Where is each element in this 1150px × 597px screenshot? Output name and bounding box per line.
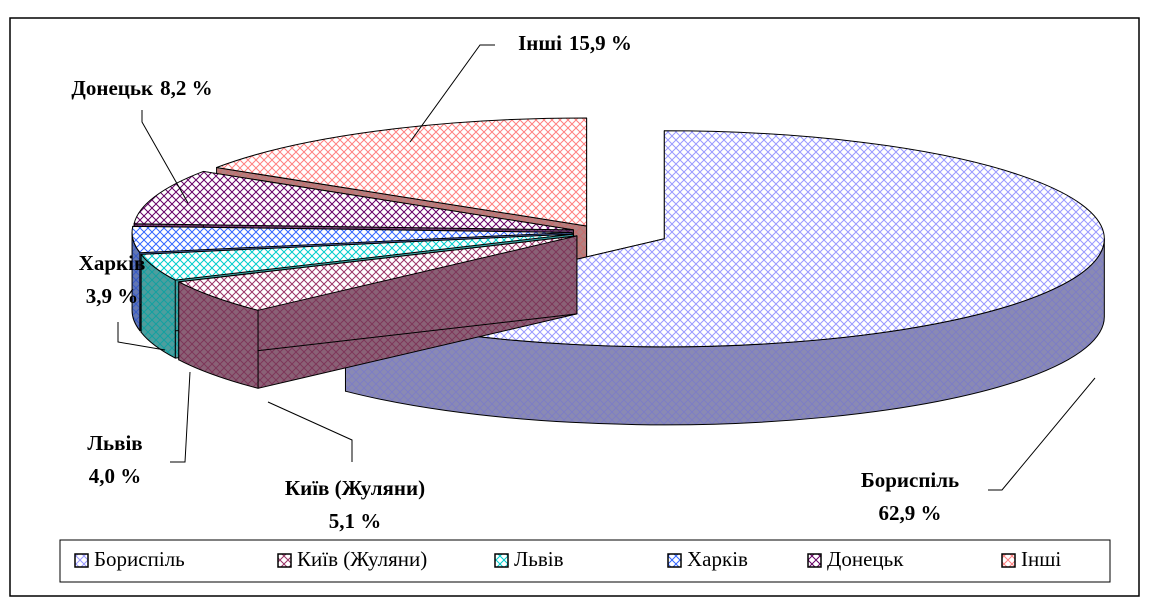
legend-swatch	[807, 553, 822, 568]
label-value: 5,1 %	[329, 509, 382, 533]
legend-swatch	[667, 553, 682, 568]
leader-line	[141, 110, 189, 204]
legend-label: Інші	[1021, 547, 1061, 571]
label-category: Інші	[518, 31, 562, 55]
data-label: Харків 3,9 %	[79, 251, 146, 308]
legend-label: Харків	[687, 547, 748, 571]
legend-swatch	[494, 553, 509, 568]
label-category: Харків	[79, 251, 146, 275]
label-category: Київ (Жуляни)	[285, 476, 425, 500]
data-labels: Бориспіль 62,9 % Київ (Жуляни) 5,1 % Львів 4,…	[71, 31, 1096, 533]
legend-swatch	[277, 553, 292, 568]
label-value: 3,9 %	[86, 284, 139, 308]
leader-line	[988, 377, 1096, 491]
legend-label: Донецьк	[827, 547, 904, 571]
data-label: Інші 15,9 %	[518, 31, 632, 55]
slice-top	[178, 235, 578, 311]
label-value: 62,9 %	[879, 501, 942, 525]
data-label: Бориспіль 62,9 %	[861, 468, 959, 525]
legend-swatch	[74, 553, 89, 568]
label-category: Львів	[87, 431, 142, 455]
label-value: 15,9 %	[569, 31, 632, 55]
leader-line	[267, 401, 353, 462]
label-value: 8,2 %	[160, 76, 213, 100]
label-value: 4,0 %	[89, 464, 142, 488]
data-label: Донецьк8,2 %	[71, 76, 212, 100]
data-label: Київ (Жуляни) 5,1 %	[285, 476, 425, 533]
slice-top	[216, 117, 588, 227]
legend-box	[59, 539, 1111, 583]
slice-top	[133, 170, 574, 231]
leader-line	[117, 322, 166, 351]
leader-line	[170, 371, 191, 463]
leader-line	[409, 44, 495, 143]
pie	[131, 117, 1105, 426]
data-label: Львів 4,0 %	[87, 431, 142, 488]
legend-label: Бориспіль	[94, 547, 185, 571]
slice-top	[131, 225, 573, 254]
legend-swatch	[1001, 553, 1016, 568]
legend: Бориспіль Київ (Жуляни) Львів Харків Донецьк…	[74, 547, 1061, 571]
label-category: Бориспіль	[861, 468, 959, 492]
legend-label: Київ (Жуляни)	[297, 547, 427, 571]
slice-top	[140, 233, 574, 281]
label-category: Донецьк	[71, 76, 154, 100]
slice	[178, 235, 578, 389]
legend-label: Львів	[514, 547, 564, 571]
